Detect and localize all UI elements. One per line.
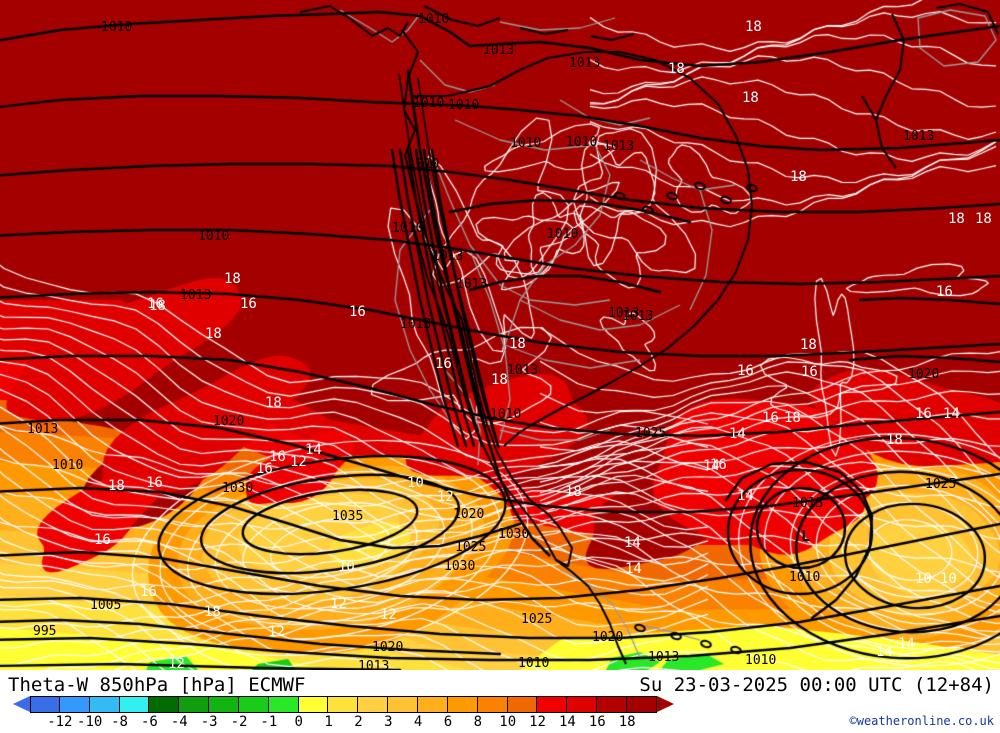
colorbar-tick: 6 <box>443 714 453 730</box>
colorbar-tick: 4 <box>413 714 423 730</box>
footer-bar: Theta-W 850hPa [hPa] ECMWF Su 23-03-2025… <box>0 670 1000 733</box>
colorbar-cell <box>447 696 478 713</box>
colorbar-tick: -1 <box>260 714 278 730</box>
colorbar-tick: 2 <box>354 714 363 730</box>
colorbar-tick: 12 <box>529 714 546 730</box>
colorbar-tick: 18 <box>618 714 636 730</box>
colorbar-cell <box>507 696 538 713</box>
colorbar-extend-low-arrow <box>13 696 30 712</box>
colorbar-tick: 16 <box>588 714 606 730</box>
colorbar-cell <box>417 696 448 713</box>
colorbar-tick: -3 <box>200 714 218 730</box>
colorbar-cell <box>209 696 239 713</box>
colorbar-cell <box>298 696 329 713</box>
colorbar-cell <box>89 696 120 713</box>
copyright-label: ©weatheronline.co.uk <box>849 714 995 728</box>
colorbar-tick: -8 <box>111 714 128 730</box>
colorbar-cell <box>30 696 60 713</box>
colorbar-cell <box>358 696 389 713</box>
colorbar-tick: -10 <box>77 714 103 730</box>
colorbar-cell <box>149 696 180 713</box>
colorbar-tick: 1 <box>324 714 333 730</box>
colorbar-cell <box>238 696 269 713</box>
page-title: Theta-W 850hPa [hPa] ECMWF <box>8 674 306 696</box>
colorbar: -12 -10 -8 -6 -4 -3 -2 -1 0 1 2 3 4 6 8 10 12 14 16 18 <box>0 696 700 733</box>
colorbar-tick: 8 <box>473 714 483 730</box>
colorbar-tick: -2 <box>230 714 248 730</box>
colorbar-cell <box>179 696 210 713</box>
colorbar-cell <box>59 696 90 713</box>
colorbar-tick: -6 <box>140 714 158 730</box>
colorbar-cell <box>119 696 150 713</box>
colorbar-tick: 0 <box>294 714 303 730</box>
colorbar-tick: 14 <box>558 714 576 730</box>
colorbar-cell <box>388 696 418 713</box>
colorbar-cell <box>626 696 657 713</box>
colorbar-cells <box>30 696 657 713</box>
colorbar-tick-labels: -12 -10 -8 -6 -4 -3 -2 -1 0 1 2 3 4 6 8 10 12 14 16 18 <box>0 714 700 732</box>
colorbar-extend-high-arrow <box>657 696 674 712</box>
colorbar-tick: -4 <box>170 714 188 730</box>
weather-map[interactable]: 1010 1010 1010 1013 1013 1013 1010 1010 1010 1013… <box>0 0 1000 670</box>
colorbar-cell <box>597 696 627 713</box>
colorbar-tick: 3 <box>384 714 393 730</box>
colorbar-tick: -12 <box>47 714 73 730</box>
colorbar-cell <box>268 696 299 713</box>
colorbar-cell <box>477 696 508 713</box>
valid-time-label: Su 23-03-2025 00:00 UTC (12+84) <box>639 674 994 696</box>
colorbar-cell <box>328 696 359 713</box>
colorbar-cell <box>537 696 568 713</box>
colorbar-cell <box>567 696 598 713</box>
colorbar-tick: 10 <box>499 714 517 730</box>
map-raster-canvas[interactable] <box>0 0 1000 670</box>
